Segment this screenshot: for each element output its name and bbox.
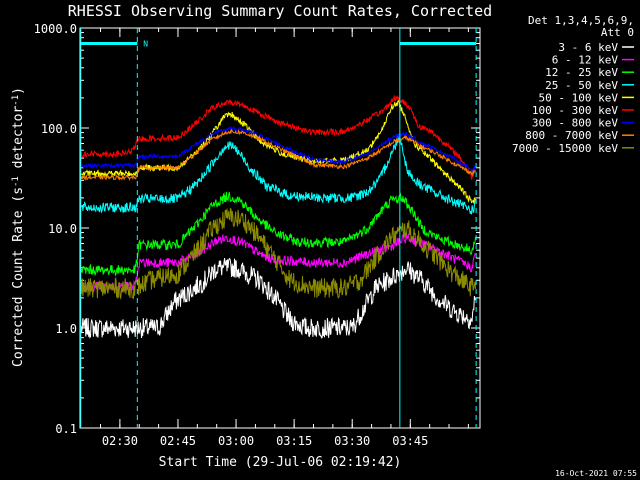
legend-label-1: 3 - 6 keV — [558, 41, 618, 54]
y-axis-label-end: ) — [11, 87, 26, 95]
x-tick-label: 02:45 — [160, 434, 196, 448]
legend-label-7: 300 - 800 keV — [532, 117, 618, 130]
x-tick-label: 03:30 — [334, 434, 370, 448]
y-axis-label-sup-2: -1 — [11, 95, 21, 106]
y-tick-label: 1.0 — [55, 322, 77, 336]
generation-timestamp: 16-Oct-2021 07:55 — [555, 469, 637, 478]
legend-label-2: 6 - 12 keV — [552, 54, 619, 67]
legend-header-line-1: Det 1,3,4,5,6,9, — [528, 14, 634, 27]
y-tick-label: 100.0 — [41, 122, 77, 136]
series-line-7 — [81, 125, 476, 174]
axis-ticks: 1000.0 100.0 10.0 1.0 0.1 02:30 02:45 03:00 03:1… — [34, 22, 480, 448]
series-line-4 — [80, 133, 476, 215]
series-line-8 — [80, 128, 476, 181]
y-tick-label: 10.0 — [48, 222, 77, 236]
attenuator-markers: N — [80, 28, 477, 428]
y-tick-label: 1000.0 — [34, 22, 77, 36]
legend-label-8: 800 - 7000 keV — [525, 129, 618, 142]
series-line-1 — [80, 257, 476, 339]
y-axis-label-mid: detector — [11, 106, 26, 177]
legend-header-line-2: Att 0 — [601, 26, 634, 39]
x-axis-label: Start Time (29-Jul-06 02:19:42) — [159, 455, 402, 470]
flag-label-1: N — [143, 39, 148, 48]
x-tick-label: 03:15 — [276, 434, 312, 448]
legend-label-4: 25 - 50 keV — [545, 79, 618, 92]
y-axis-label-main: Corrected Count Rate (s — [11, 187, 26, 367]
series-group — [80, 94, 476, 339]
series-line-3 — [80, 191, 476, 277]
legend-label-6: 100 - 300 keV — [532, 104, 618, 117]
x-tick-label: 03:45 — [392, 434, 428, 448]
x-tick-label: 02:30 — [102, 434, 138, 448]
plot-area: 1000.0 100.0 10.0 1.0 0.1 02:30 02:45 03:00 03:1… — [34, 22, 481, 448]
y-tick-label: 0.1 — [55, 422, 77, 436]
y-axis-label: Corrected Count Rate (s-1 detector-1) — [11, 87, 26, 367]
y-axis-label-sup-1: -1 — [11, 176, 21, 187]
legend-label-5: 50 - 100 keV — [539, 91, 619, 104]
x-tick-label: 03:00 — [218, 434, 254, 448]
series-line-9 — [80, 207, 476, 300]
chart-title: RHESSI Observing Summary Count Rates, Co… — [68, 2, 492, 20]
series-line-6 — [80, 94, 476, 181]
legend-label-9: 7000 - 15000 keV — [512, 142, 618, 155]
legend-label-3: 12 - 25 keV — [545, 66, 618, 79]
